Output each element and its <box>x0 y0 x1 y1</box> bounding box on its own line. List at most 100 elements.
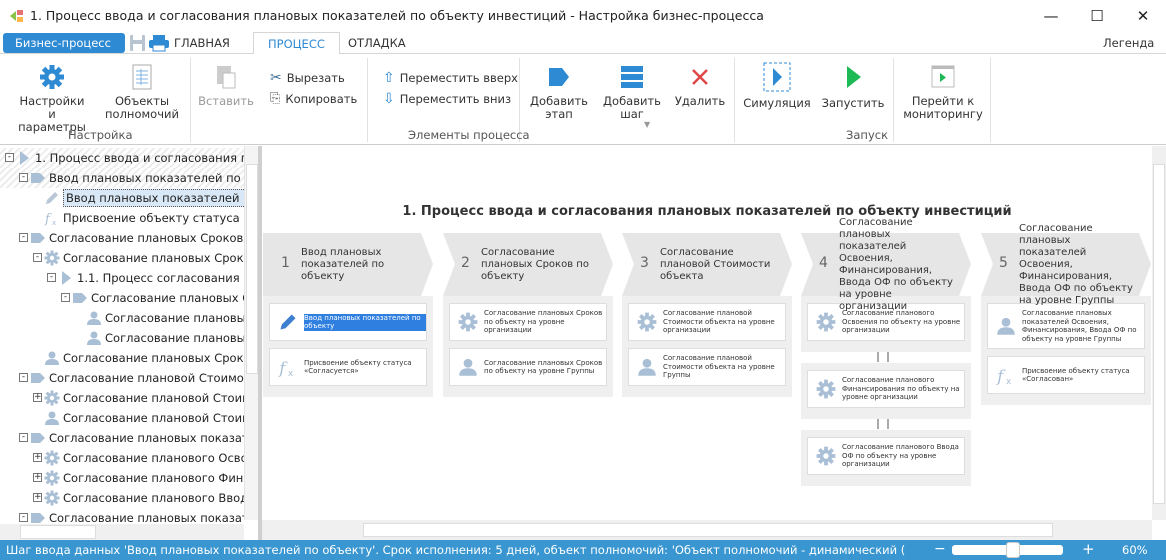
tree-item[interactable]: - 1.1. Процесс согласования плановых <box>0 268 244 288</box>
tree-horizontal-scrollbar[interactable] <box>0 524 244 540</box>
collapse-toggle[interactable]: - <box>33 253 42 262</box>
expand-toggle[interactable]: + <box>33 452 42 462</box>
tab-debug[interactable]: ОТЛАДКА <box>348 36 406 50</box>
app-menu-button[interactable]: Бизнес-процесс ▼ <box>3 33 125 63</box>
tree-item-label: Согласование планового Освоения <box>63 451 244 465</box>
zoom-slider[interactable] <box>952 542 1063 558</box>
close-button[interactable]: ✕ <box>1136 7 1150 25</box>
tab-main[interactable]: ГЛАВНАЯ <box>174 36 230 50</box>
stage-3[interactable]: 3 Согласование плановой Стоимости объекта… <box>622 233 792 397</box>
expand-toggle[interactable]: + <box>33 392 42 402</box>
run-button[interactable]: Запустить <box>822 62 884 110</box>
collapse-toggle[interactable]: - <box>19 433 28 442</box>
cut-button[interactable]: ✂ Вырезать <box>270 70 345 86</box>
panel-splitter[interactable] <box>258 146 262 540</box>
add-stage-button[interactable]: Добавить этап <box>530 64 588 121</box>
step-card[interactable]: Согласование планового Освоения по объек… <box>807 303 965 341</box>
scroll-thumb[interactable] <box>246 164 258 374</box>
collapse-toggle[interactable]: - <box>19 173 28 182</box>
paste-button[interactable]: Вставить <box>198 64 254 108</box>
tree-vertical-scrollbar[interactable] <box>244 146 258 520</box>
step-card[interactable]: f x Присвоение объекту статуса «Согласуетс… <box>269 348 427 386</box>
tree-item[interactable]: - Согласование плановых Сроков по объекту <box>0 248 244 268</box>
tree-item-label: Согласование плановых Сроков по объекту <box>63 351 244 365</box>
tree-item[interactable]: + Согласование планового Финансирования <box>0 468 244 488</box>
collapse-toggle[interactable]: - <box>19 513 28 522</box>
step-card[interactable]: Согласование плановых Сроков по объекту … <box>449 348 607 386</box>
collapse-toggle[interactable]: - <box>19 233 28 242</box>
user-icon <box>45 411 59 425</box>
canvas-vertical-scrollbar[interactable] <box>1152 146 1166 520</box>
simulation-button[interactable]: Симуляция <box>742 62 812 110</box>
tree-item[interactable]: Согласование плановой Стоимости объекта <box>0 408 244 428</box>
move-up-button[interactable]: ⇧ Переместить вверх <box>383 70 518 86</box>
authority-objects-button[interactable]: Объекты полномочий <box>104 64 180 121</box>
collapse-toggle[interactable]: - <box>47 273 56 282</box>
save-icon[interactable] <box>128 34 148 52</box>
zoom-slider-thumb[interactable] <box>1005 542 1020 558</box>
tree-item[interactable]: - Согласование плановых Сроков <box>0 288 244 308</box>
canvas-horizontal-scrollbar[interactable] <box>262 520 1152 540</box>
step-card[interactable]: Согласование плановых показателей Освоен… <box>987 303 1145 349</box>
settings-params-button[interactable]: Настройки и параметры <box>14 64 90 134</box>
tree-item-label: Согласование плановой Стоимости объекта <box>63 411 244 425</box>
tree-item[interactable]: - Ввод плановых показателей по объекту <box>0 168 244 188</box>
tree-item-icon <box>44 190 60 206</box>
stage-5[interactable]: 5 Согласование плановых показателей Освое… <box>981 223 1151 405</box>
tree-item[interactable]: - Согласование плановых Сроков по объекту <box>0 228 244 248</box>
monitoring-button[interactable]: Перейти к мониторингу <box>900 64 986 121</box>
tab-process[interactable]: ПРОЦЕСС <box>253 32 340 55</box>
stage-4[interactable]: 4 Согласование плановых показателей Освое… <box>801 217 971 486</box>
expand-toggle[interactable]: + <box>33 492 42 502</box>
tree-item[interactable]: Ввод плановых показателей по объекту <box>0 188 244 208</box>
tree-item-icon <box>16 150 32 166</box>
stage-1[interactable]: 1 Ввод плановых показателей по объекту Вво… <box>263 233 433 397</box>
tree-item[interactable]: - 1. Процесс ввода и согласования плановы… <box>0 148 244 168</box>
stage-2[interactable]: 2 Согласование плановых Сроков по объекту… <box>443 233 613 397</box>
zoom-in-button[interactable]: + <box>1082 540 1095 558</box>
tree-item[interactable]: - Согласование плановых показателей Освое… <box>0 508 244 528</box>
step-icon <box>637 357 657 377</box>
scroll-thumb[interactable] <box>1153 164 1165 504</box>
tree-item[interactable]: Согласование плановых Сроков <box>0 308 244 328</box>
tree-item[interactable]: fx Присвоение объекту статуса «Согласуетс… <box>0 208 244 228</box>
minimize-button[interactable]: — <box>1043 7 1059 25</box>
tree-item-icon <box>44 410 60 426</box>
tree-item[interactable]: + Согласование плановой Стоимости объекта <box>0 388 244 408</box>
tree-item-icon <box>44 450 60 466</box>
status-text: Шаг ввода данных 'Ввод плановых показате… <box>6 543 906 557</box>
tree-item[interactable]: - Согласование плановой Стоимости объекта <box>0 368 244 388</box>
tree-item[interactable]: Согласование плановых Сроков по объекту <box>0 348 244 368</box>
zoom-out-button[interactable]: − <box>934 541 946 557</box>
add-step-button[interactable]: Добавить шаг ▼ <box>602 64 662 129</box>
process-tree[interactable]: -1. Процесс ввода и согласования плановы… <box>0 146 258 540</box>
scroll-thumb[interactable] <box>20 525 96 539</box>
collapse-toggle[interactable]: - <box>61 293 70 302</box>
tree-item-label: Присвоение объекту статуса «Согласуется» <box>63 211 244 225</box>
move-down-button[interactable]: ⇩ Переместить вниз <box>383 91 511 107</box>
tree-item[interactable]: + Согласование планового Освоения <box>0 448 244 468</box>
tree-item[interactable]: Согласование плановых Сроков <box>0 328 244 348</box>
print-icon[interactable] <box>148 34 170 52</box>
copy-button[interactable]: ⎘ Копировать <box>270 91 357 106</box>
maximize-button[interactable]: ☐ <box>1090 7 1104 25</box>
step-card[interactable]: Согласование плановой Стоимости объекта … <box>628 303 786 341</box>
step-card[interactable]: f x Присвоение объекту статуса «Согласован… <box>987 356 1145 394</box>
scroll-thumb[interactable] <box>363 523 1053 537</box>
tree-item[interactable]: - Согласование плановых показателей Освое… <box>0 428 244 448</box>
simulation-play-icon <box>763 62 791 92</box>
collapse-toggle[interactable]: - <box>19 373 28 382</box>
status-bar: Шаг ввода данных 'Ввод плановых показате… <box>0 540 1166 560</box>
collapse-toggle[interactable]: - <box>5 153 14 162</box>
legend-link[interactable]: Легенда <box>1103 36 1155 50</box>
step-card[interactable]: Согласование плановых Сроков по объекту … <box>449 303 607 341</box>
diagram-canvas[interactable]: 1. Процесс ввода и согласования плановых… <box>262 146 1152 520</box>
step-card[interactable]: Согласование планового Финансирования по… <box>807 370 965 408</box>
expand-toggle[interactable]: + <box>33 472 42 482</box>
step-card[interactable]: Согласование планового Ввода ОФ по объек… <box>807 437 965 475</box>
tree-item[interactable]: + Согласование планового Ввода ОФ <box>0 488 244 508</box>
stage-number: 2 <box>461 255 470 271</box>
step-card[interactable]: Ввод плановых показателей по объекту <box>269 303 427 341</box>
step-card[interactable]: Согласование плановой Стоимости объекта … <box>628 348 786 386</box>
delete-button[interactable]: Удалить <box>674 64 726 108</box>
